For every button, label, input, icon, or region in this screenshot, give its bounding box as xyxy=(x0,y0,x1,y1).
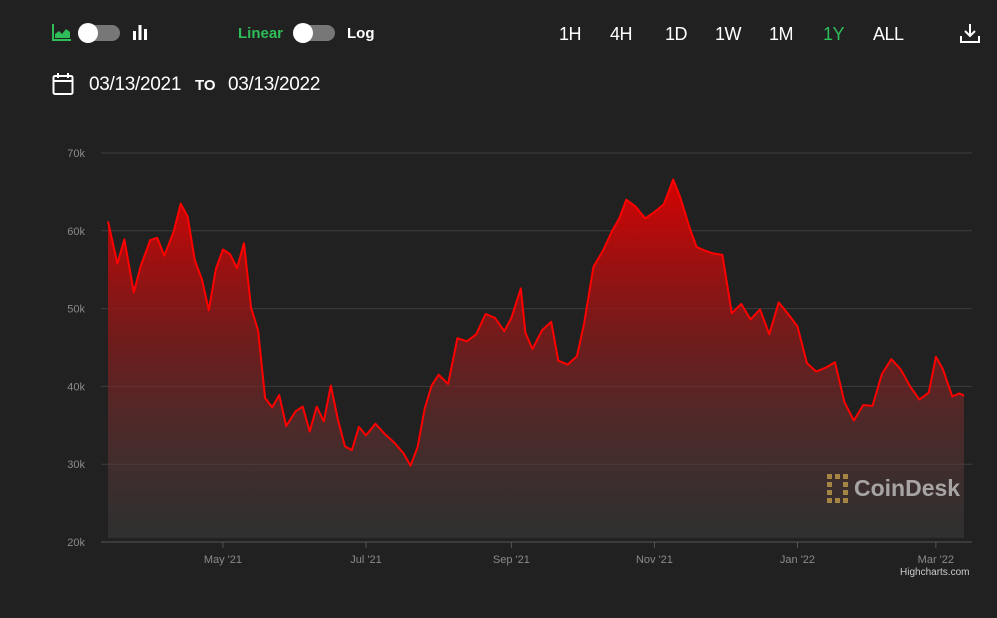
svg-text:CoinDesk: CoinDesk xyxy=(854,475,960,501)
toggle-knob xyxy=(293,23,313,43)
range-button-1d[interactable]: 1D xyxy=(665,24,688,44)
calendar-icon[interactable] xyxy=(52,72,74,96)
highcharts-credit[interactable]: Highcharts.com xyxy=(900,567,970,578)
x-axis: May '21 Jul '21 Sep '21 Nov '21 Jan '22 Mar '… xyxy=(204,542,954,566)
y-tick-label: 30k xyxy=(67,459,85,471)
series-layer xyxy=(107,178,965,538)
y-tick-label: 20k xyxy=(67,537,85,549)
chart-type-toggle[interactable] xyxy=(78,23,120,43)
y-tick-label: 50k xyxy=(67,304,85,316)
coindesk-logo: CoinDesk xyxy=(827,474,960,503)
y-tick-label: 60k xyxy=(67,226,85,238)
date-from-field[interactable]: 03/13/2021 xyxy=(89,74,182,95)
date-to-label: TO xyxy=(195,77,216,94)
range-button-1h[interactable]: 1H xyxy=(559,24,582,44)
date-to-field[interactable]: 03/13/2022 xyxy=(228,74,321,95)
range-button-all[interactable]: ALL xyxy=(873,24,904,44)
linear-scale-label[interactable]: Linear xyxy=(238,25,284,42)
price-line[interactable] xyxy=(107,178,965,467)
range-button-1y[interactable]: 1Y xyxy=(823,24,845,44)
toggle-knob xyxy=(78,23,98,43)
y-tick-label: 40k xyxy=(67,381,85,393)
range-button-4h[interactable]: 4H xyxy=(610,24,633,44)
x-tick-label: Mar '22 xyxy=(918,554,954,566)
x-tick-label: Nov '21 xyxy=(636,554,673,566)
x-tick-label: Jul '21 xyxy=(350,554,381,566)
scale-toggle[interactable] xyxy=(293,23,335,43)
x-tick-label: May '21 xyxy=(204,554,242,566)
log-scale-label[interactable]: Log xyxy=(347,25,375,42)
y-tick-label: 70k xyxy=(67,148,85,160)
area-chart-icon[interactable] xyxy=(52,23,72,41)
range-button-1w[interactable]: 1W xyxy=(715,24,742,44)
download-icon[interactable] xyxy=(959,22,981,44)
range-button-1m[interactable]: 1M xyxy=(769,24,794,44)
bar-chart-icon[interactable] xyxy=(131,23,149,41)
price-area-fill xyxy=(108,179,964,538)
y-axis: 20k 30k 40k 50k 60k 70k xyxy=(67,148,85,549)
x-tick-label: Sep '21 xyxy=(493,554,530,566)
x-tick-label: Jan '22 xyxy=(780,554,815,566)
chart-toolbar: Linear Log 1H 4H 1D 1W 1M 1Y ALL xyxy=(0,0,997,68)
